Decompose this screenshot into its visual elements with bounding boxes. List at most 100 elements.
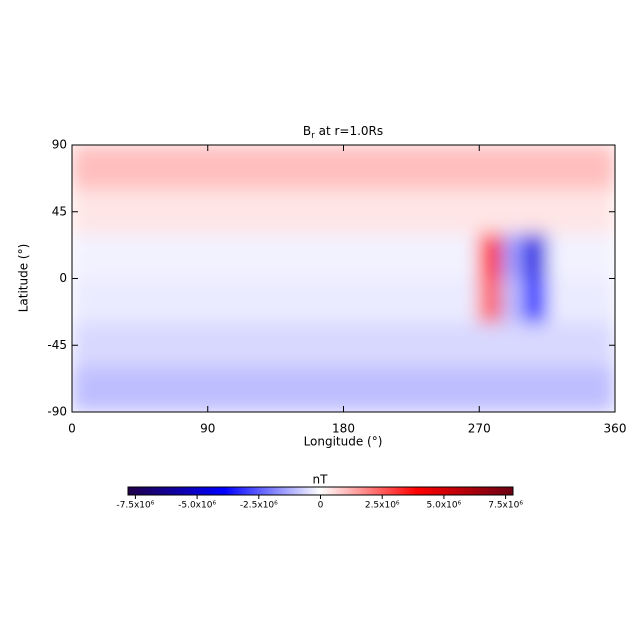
heatmap-cell — [433, 233, 458, 279]
heatmap-cell — [320, 189, 344, 235]
heatmap-cell — [546, 367, 571, 412]
heatmap-cell — [546, 233, 571, 279]
heatmap-cell — [72, 322, 96, 368]
y-tick-label: 90 — [52, 138, 67, 152]
heatmap-cell — [116, 189, 141, 235]
heatmap-cell — [162, 367, 186, 412]
heatmap-cell — [116, 322, 141, 368]
heatmap-cell — [94, 278, 118, 324]
heatmap-cell — [433, 367, 458, 412]
x-tick-label: 180 — [332, 422, 355, 436]
heatmap-cell — [478, 367, 503, 412]
heatmap-cell — [591, 367, 615, 412]
heatmap-cell — [139, 322, 163, 368]
heatmap-cell — [365, 189, 390, 235]
heatmap-cell — [229, 189, 254, 235]
heatmap-cell — [343, 278, 367, 324]
heatmap-cell — [433, 145, 458, 190]
heatmap-cell — [410, 367, 435, 412]
heatmap-cell — [162, 145, 186, 190]
heatmap-cell — [410, 233, 435, 279]
heatmap-cell — [94, 145, 118, 190]
heatmap-cell — [139, 145, 163, 190]
heatmap-cell — [456, 367, 480, 412]
heatmap-cell — [546, 145, 571, 190]
heatmap-cell — [229, 233, 254, 279]
heatmap-cell — [433, 189, 458, 235]
heatmap — [72, 145, 615, 412]
heatmap-cell — [162, 322, 186, 368]
heatmap-cell — [275, 367, 299, 412]
heatmap-cell — [456, 145, 480, 190]
heatmap-cell — [501, 145, 525, 190]
heatmap-cell — [116, 145, 141, 190]
heatmap-cell — [297, 367, 322, 412]
heatmap-cell — [229, 322, 254, 368]
heatmap-cell — [478, 145, 503, 190]
heatmap-cell — [116, 278, 141, 324]
x-axis-label: Longitude (°) — [304, 435, 383, 449]
heatmap-cell — [591, 278, 615, 324]
heatmap-cell — [478, 233, 503, 279]
heatmap-cell — [275, 233, 299, 279]
heatmap-cell — [524, 145, 548, 190]
heatmap-cell — [365, 367, 390, 412]
heatmap-cell — [184, 322, 209, 368]
heatmap-cell — [591, 145, 615, 190]
heatmap-cell — [501, 322, 525, 368]
heatmap-cell — [184, 233, 209, 279]
heatmap-cell — [252, 189, 277, 235]
chart-title: Br at r=1.0Rs — [303, 124, 383, 141]
heatmap-cell — [320, 322, 344, 368]
x-tick-label: 270 — [468, 422, 491, 436]
colorbar-tick-label: 0 — [318, 501, 324, 511]
heatmap-cell — [388, 367, 412, 412]
heatmap-cell — [388, 278, 412, 324]
heatmap-cell — [478, 189, 503, 235]
heatmap-cell — [184, 145, 209, 190]
heatmap-cell — [72, 233, 96, 279]
heatmap-cell — [252, 278, 277, 324]
heatmap-cell — [275, 189, 299, 235]
heatmap-cell — [546, 278, 571, 324]
heatmap-cell — [297, 233, 322, 279]
heatmap-cell — [388, 322, 412, 368]
y-tick-label: -90 — [47, 405, 67, 419]
heatmap-cell — [591, 233, 615, 279]
x-tick-label: 0 — [68, 422, 76, 436]
heatmap-cell — [456, 322, 480, 368]
heatmap-cell — [410, 278, 435, 324]
heatmap-cell — [569, 189, 593, 235]
heatmap-cell — [410, 145, 435, 190]
heatmap-cell — [388, 189, 412, 235]
heatmap-cell — [343, 189, 367, 235]
heatmap-cell — [501, 367, 525, 412]
heatmap-cell — [139, 367, 163, 412]
heatmap-cell — [524, 233, 548, 279]
heatmap-cell — [365, 278, 390, 324]
heatmap-cell — [207, 367, 231, 412]
heatmap-cell — [184, 367, 209, 412]
heatmap-cell — [184, 278, 209, 324]
heatmap-cell — [297, 278, 322, 324]
heatmap-cell — [116, 367, 141, 412]
heatmap-cell — [365, 322, 390, 368]
heatmap-cell — [569, 233, 593, 279]
heatmap-cell — [94, 322, 118, 368]
heatmap-cell — [410, 189, 435, 235]
colorbar-fill — [128, 487, 513, 495]
x-tick-label: 90 — [200, 422, 215, 436]
heatmap-cell — [524, 278, 548, 324]
heatmap-cell — [72, 278, 96, 324]
heatmap-cell — [524, 367, 548, 412]
colorbar-tick-label: 7.5x10⁶ — [488, 501, 523, 511]
heatmap-cell — [275, 145, 299, 190]
heatmap-cell — [478, 322, 503, 368]
heatmap-cell — [524, 322, 548, 368]
heatmap-cell — [591, 322, 615, 368]
colorbar-label: nT — [313, 473, 329, 487]
y-tick-label: 0 — [59, 271, 67, 285]
heatmap-cell — [320, 233, 344, 279]
heatmap-cell — [275, 322, 299, 368]
colorbar-tick-label: 5.0x10⁶ — [427, 501, 462, 511]
